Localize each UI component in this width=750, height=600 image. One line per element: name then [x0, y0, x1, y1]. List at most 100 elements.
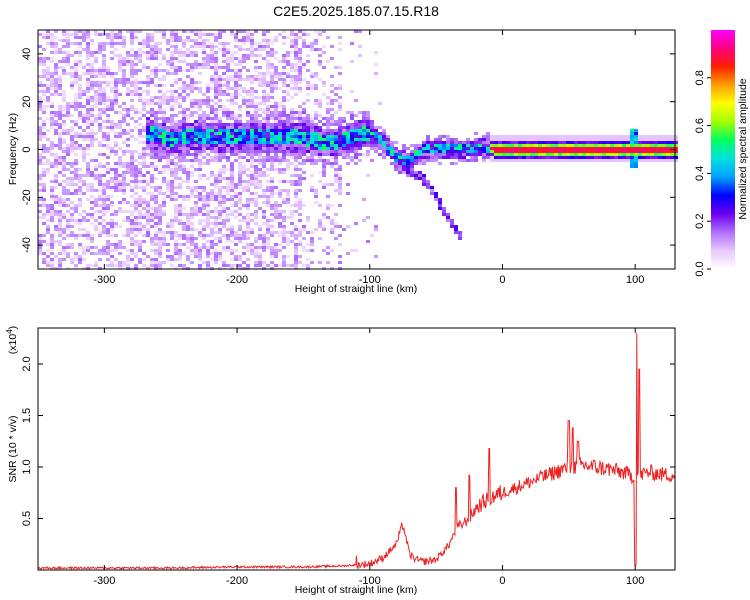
heatmap-cell — [62, 90, 66, 93]
heatmap-cell — [86, 135, 90, 138]
heatmap-cell — [102, 144, 106, 147]
heatmap-cell — [298, 132, 302, 135]
heatmap-cell — [226, 57, 230, 60]
heatmap-cell — [262, 162, 266, 165]
heatmap-cell — [266, 195, 270, 198]
heatmap-cell — [198, 102, 202, 105]
heatmap-cell — [182, 144, 186, 147]
heatmap-cell — [186, 177, 190, 180]
heatmap-cell — [278, 189, 282, 192]
heatmap-cell — [210, 210, 214, 213]
heatmap-cell — [50, 93, 54, 96]
heatmap-cell — [218, 135, 222, 138]
heatmap-cell — [54, 123, 58, 126]
heatmap-cell — [106, 81, 110, 84]
heatmap-cell — [182, 159, 186, 162]
heatmap-cell — [278, 129, 282, 132]
heatmap-cell — [318, 30, 322, 33]
heatmap-cell — [302, 228, 306, 231]
heatmap-cell — [150, 33, 154, 36]
heatmap-cell — [318, 219, 322, 222]
heatmap-cell — [274, 201, 278, 204]
heatmap-cell — [102, 186, 106, 189]
heatmap-cell — [206, 99, 210, 102]
heatmap-cell — [234, 117, 238, 120]
heatmap-cell — [134, 90, 138, 93]
heatmap-cell — [142, 156, 146, 159]
heatmap-cell — [78, 36, 82, 39]
heatmap-cell — [210, 150, 214, 153]
heatmap-cell — [358, 111, 362, 114]
heatmap-cell — [178, 102, 182, 105]
heatmap-cell — [550, 141, 554, 144]
heatmap-cell — [42, 213, 46, 216]
heatmap-cell — [222, 144, 226, 147]
heatmap-cell — [294, 75, 298, 78]
heatmap-cell — [638, 144, 642, 147]
heatmap-cell — [174, 99, 178, 102]
heatmap-cell — [522, 159, 526, 162]
heatmap-cell — [270, 249, 274, 252]
heatmap-cell — [322, 138, 326, 141]
heatmap-cell — [74, 108, 78, 111]
heatmap-cell — [58, 252, 62, 255]
heatmap-cell — [334, 225, 338, 228]
heatmap-cell — [58, 219, 62, 222]
heatmap-cell — [66, 33, 70, 36]
heatmap-cell — [178, 204, 182, 207]
heatmap-cell — [54, 114, 58, 117]
heatmap-cell — [70, 216, 74, 219]
heatmap-cell — [346, 252, 350, 255]
heatmap-cell — [126, 81, 130, 84]
heatmap-cell — [186, 180, 190, 183]
heatmap-cell — [414, 174, 418, 177]
heatmap-cell — [94, 117, 98, 120]
heatmap-cell — [82, 219, 86, 222]
heatmap-cell — [62, 51, 66, 54]
heatmap-cell — [306, 54, 310, 57]
heatmap-cell — [146, 120, 150, 123]
heatmap-cell — [54, 93, 58, 96]
heatmap-cell — [194, 186, 198, 189]
heatmap-cell — [202, 141, 206, 144]
heatmap-cell — [498, 159, 502, 162]
heatmap-cell — [110, 261, 114, 264]
heatmap-cell — [194, 141, 198, 144]
heatmap-cell — [54, 198, 58, 201]
heatmap-cell — [94, 174, 98, 177]
heatmap-cell — [70, 219, 74, 222]
heatmap-cell — [66, 72, 70, 75]
heatmap-cell — [210, 183, 214, 186]
heatmap-cell — [322, 153, 326, 156]
heatmap-cell — [322, 165, 326, 168]
heatmap-cell — [294, 36, 298, 39]
heatmap-cell — [222, 45, 226, 48]
heatmap-cell — [138, 210, 142, 213]
heatmap-cell — [298, 90, 302, 93]
heatmap-cell — [174, 141, 178, 144]
heatmap-cell — [158, 126, 162, 129]
heatmap-cell — [226, 213, 230, 216]
heatmap-cell — [246, 138, 250, 141]
heatmap-cell — [54, 66, 58, 69]
heatmap-cell — [230, 210, 234, 213]
heatmap-cell — [298, 204, 302, 207]
heatmap-cell — [218, 213, 222, 216]
heatmap-cell — [250, 42, 254, 45]
heatmap-cell — [314, 111, 318, 114]
heatmap-cell — [214, 63, 218, 66]
heatmap-cell — [154, 120, 158, 123]
heatmap-cell — [58, 132, 62, 135]
heatmap-cell — [338, 180, 342, 183]
heatmap-cell — [286, 141, 290, 144]
heatmap-cell — [338, 174, 342, 177]
heatmap-cell — [250, 153, 254, 156]
heatmap-cell — [398, 171, 402, 174]
heatmap-cell — [190, 228, 194, 231]
heatmap-cell — [62, 72, 66, 75]
y-tick-label: 1.5 — [21, 408, 33, 423]
heatmap-cell — [106, 249, 110, 252]
heatmap-cell — [226, 138, 230, 141]
heatmap-cell — [238, 207, 242, 210]
heatmap-cell — [526, 144, 530, 147]
